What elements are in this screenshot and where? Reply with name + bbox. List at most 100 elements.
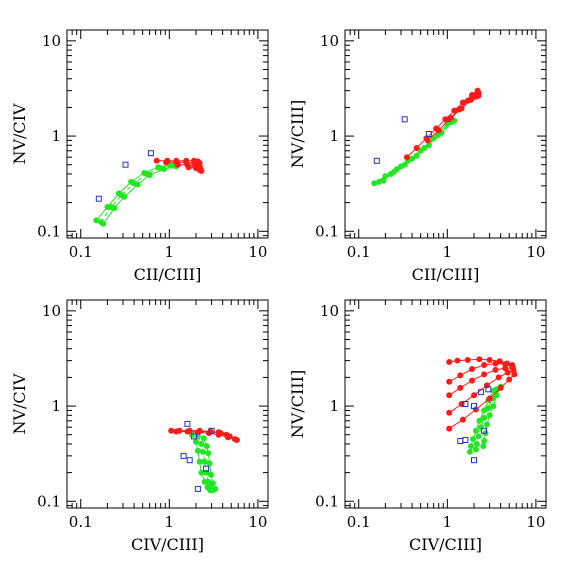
green-model-point bbox=[476, 417, 483, 424]
data-layer bbox=[371, 87, 482, 187]
x-tick-label: 10 bbox=[248, 243, 267, 261]
y-tick-label: 10 bbox=[42, 32, 61, 50]
x-tick-label: 0.1 bbox=[347, 513, 371, 531]
red-model-point bbox=[486, 357, 493, 363]
x-tick-label: 1 bbox=[443, 243, 453, 261]
green-model-point bbox=[198, 469, 205, 476]
red-model-point bbox=[459, 416, 466, 423]
green-model-point bbox=[203, 443, 210, 450]
green-model-point bbox=[205, 478, 212, 485]
red-model-point bbox=[435, 127, 442, 134]
observed-point bbox=[462, 437, 469, 443]
green-model-point bbox=[421, 145, 428, 151]
red-model-point bbox=[173, 428, 180, 435]
green-model-point bbox=[121, 193, 128, 200]
red-model-point bbox=[185, 164, 192, 171]
y-tick-label: 0.1 bbox=[37, 492, 61, 510]
observed-point bbox=[180, 452, 187, 459]
red-model-point bbox=[198, 168, 205, 174]
y-axis-label: NV/CIII] bbox=[288, 100, 307, 168]
x-axis-label: CII/CIII] bbox=[412, 265, 480, 284]
y-tick-label: 1 bbox=[329, 127, 339, 145]
green-model-point bbox=[470, 436, 476, 443]
observed-point bbox=[401, 116, 408, 123]
y-tick-label: 0.1 bbox=[315, 222, 339, 240]
green-model-point bbox=[486, 412, 493, 419]
x-axis-label: CII/CIII] bbox=[134, 265, 202, 284]
x-tick-label: 1 bbox=[165, 513, 175, 531]
red-model-point bbox=[446, 425, 453, 432]
observed-point bbox=[481, 427, 488, 434]
red-model-point bbox=[492, 360, 499, 367]
red-model-point bbox=[511, 371, 518, 378]
plot-frame bbox=[66, 29, 269, 239]
x-axis-label: CIV/CIII] bbox=[409, 535, 482, 554]
red-model-point bbox=[469, 377, 475, 384]
green-model-point bbox=[196, 458, 203, 465]
red-model-point bbox=[231, 436, 238, 443]
x-tick-label: 0.1 bbox=[347, 243, 371, 261]
observed-point bbox=[147, 150, 154, 157]
green-model-point bbox=[161, 166, 167, 173]
red-model-point bbox=[464, 357, 471, 363]
red-model-point bbox=[457, 384, 464, 391]
green-model-point bbox=[475, 433, 482, 440]
y-tick-label: 1 bbox=[51, 127, 61, 145]
y-tick-label: 0.1 bbox=[315, 492, 339, 510]
x-tick-label: 0.1 bbox=[69, 513, 93, 531]
x-tick-label: 1 bbox=[443, 513, 453, 531]
green-model-point bbox=[212, 485, 219, 492]
green-model-point bbox=[472, 427, 479, 434]
green-model-point bbox=[207, 471, 214, 478]
x-tick-label: 10 bbox=[526, 513, 545, 531]
observed-point bbox=[95, 195, 102, 202]
green-model-point bbox=[146, 172, 153, 178]
green-model-point bbox=[200, 435, 207, 442]
red-model-point bbox=[481, 371, 488, 378]
red-model-point bbox=[168, 427, 175, 434]
green-model-point bbox=[485, 405, 492, 412]
green-model-point bbox=[93, 217, 100, 224]
red-model-point bbox=[476, 356, 483, 363]
observed-point bbox=[208, 427, 215, 434]
panel-top-left: CII/CIII] NV/CIV 0.1 1 10 0.1 1 10 bbox=[10, 29, 269, 284]
red-model-line bbox=[448, 367, 513, 396]
red-model-point bbox=[446, 409, 453, 416]
green-model-point bbox=[371, 180, 378, 187]
red-model-point bbox=[223, 431, 230, 438]
green-model-point bbox=[111, 205, 118, 212]
y-tick-label: 10 bbox=[42, 302, 61, 320]
red-model-point bbox=[403, 154, 410, 161]
red-model-point bbox=[497, 384, 504, 391]
green-model-point bbox=[478, 424, 484, 431]
observed-point bbox=[457, 438, 464, 444]
red-model-point bbox=[492, 366, 499, 373]
red-model-point bbox=[153, 157, 160, 164]
panel-bottom-left: CIV/CIII] NV/CIV 0.1 1 10 0.1 1 10 bbox=[10, 299, 269, 554]
red-model-point bbox=[446, 359, 453, 365]
y-tick-label: 0.1 bbox=[37, 222, 61, 240]
red-model-point bbox=[469, 366, 475, 372]
observed-point bbox=[186, 457, 193, 464]
panel-bottom-right: CIV/CIII] NV/CIII] 0.1 1 10 0.1 1 10 bbox=[288, 299, 547, 554]
green-model-point bbox=[391, 168, 397, 175]
red-model-point bbox=[424, 137, 431, 144]
green-model-point bbox=[413, 152, 420, 159]
x-axis-label: CIV/CIII] bbox=[131, 535, 204, 554]
y-tick-label: 1 bbox=[329, 397, 339, 415]
observed-point bbox=[471, 457, 477, 464]
x-tick-label: 10 bbox=[526, 243, 545, 261]
observed-point bbox=[425, 131, 432, 137]
green-model-point bbox=[209, 480, 216, 487]
y-tick-label: 10 bbox=[320, 302, 339, 320]
green-model-point bbox=[194, 447, 201, 454]
green-model-point bbox=[473, 441, 480, 447]
red-model-point bbox=[196, 428, 203, 435]
plot-frame bbox=[344, 299, 547, 509]
y-tick-label: 1 bbox=[51, 397, 61, 415]
observed-point bbox=[191, 433, 197, 440]
panel-top-right: CII/CIII] NV/CIII] 0.1 1 10 0.1 1 10 bbox=[288, 29, 547, 284]
observed-point bbox=[478, 389, 484, 396]
green-model-point bbox=[193, 438, 199, 445]
